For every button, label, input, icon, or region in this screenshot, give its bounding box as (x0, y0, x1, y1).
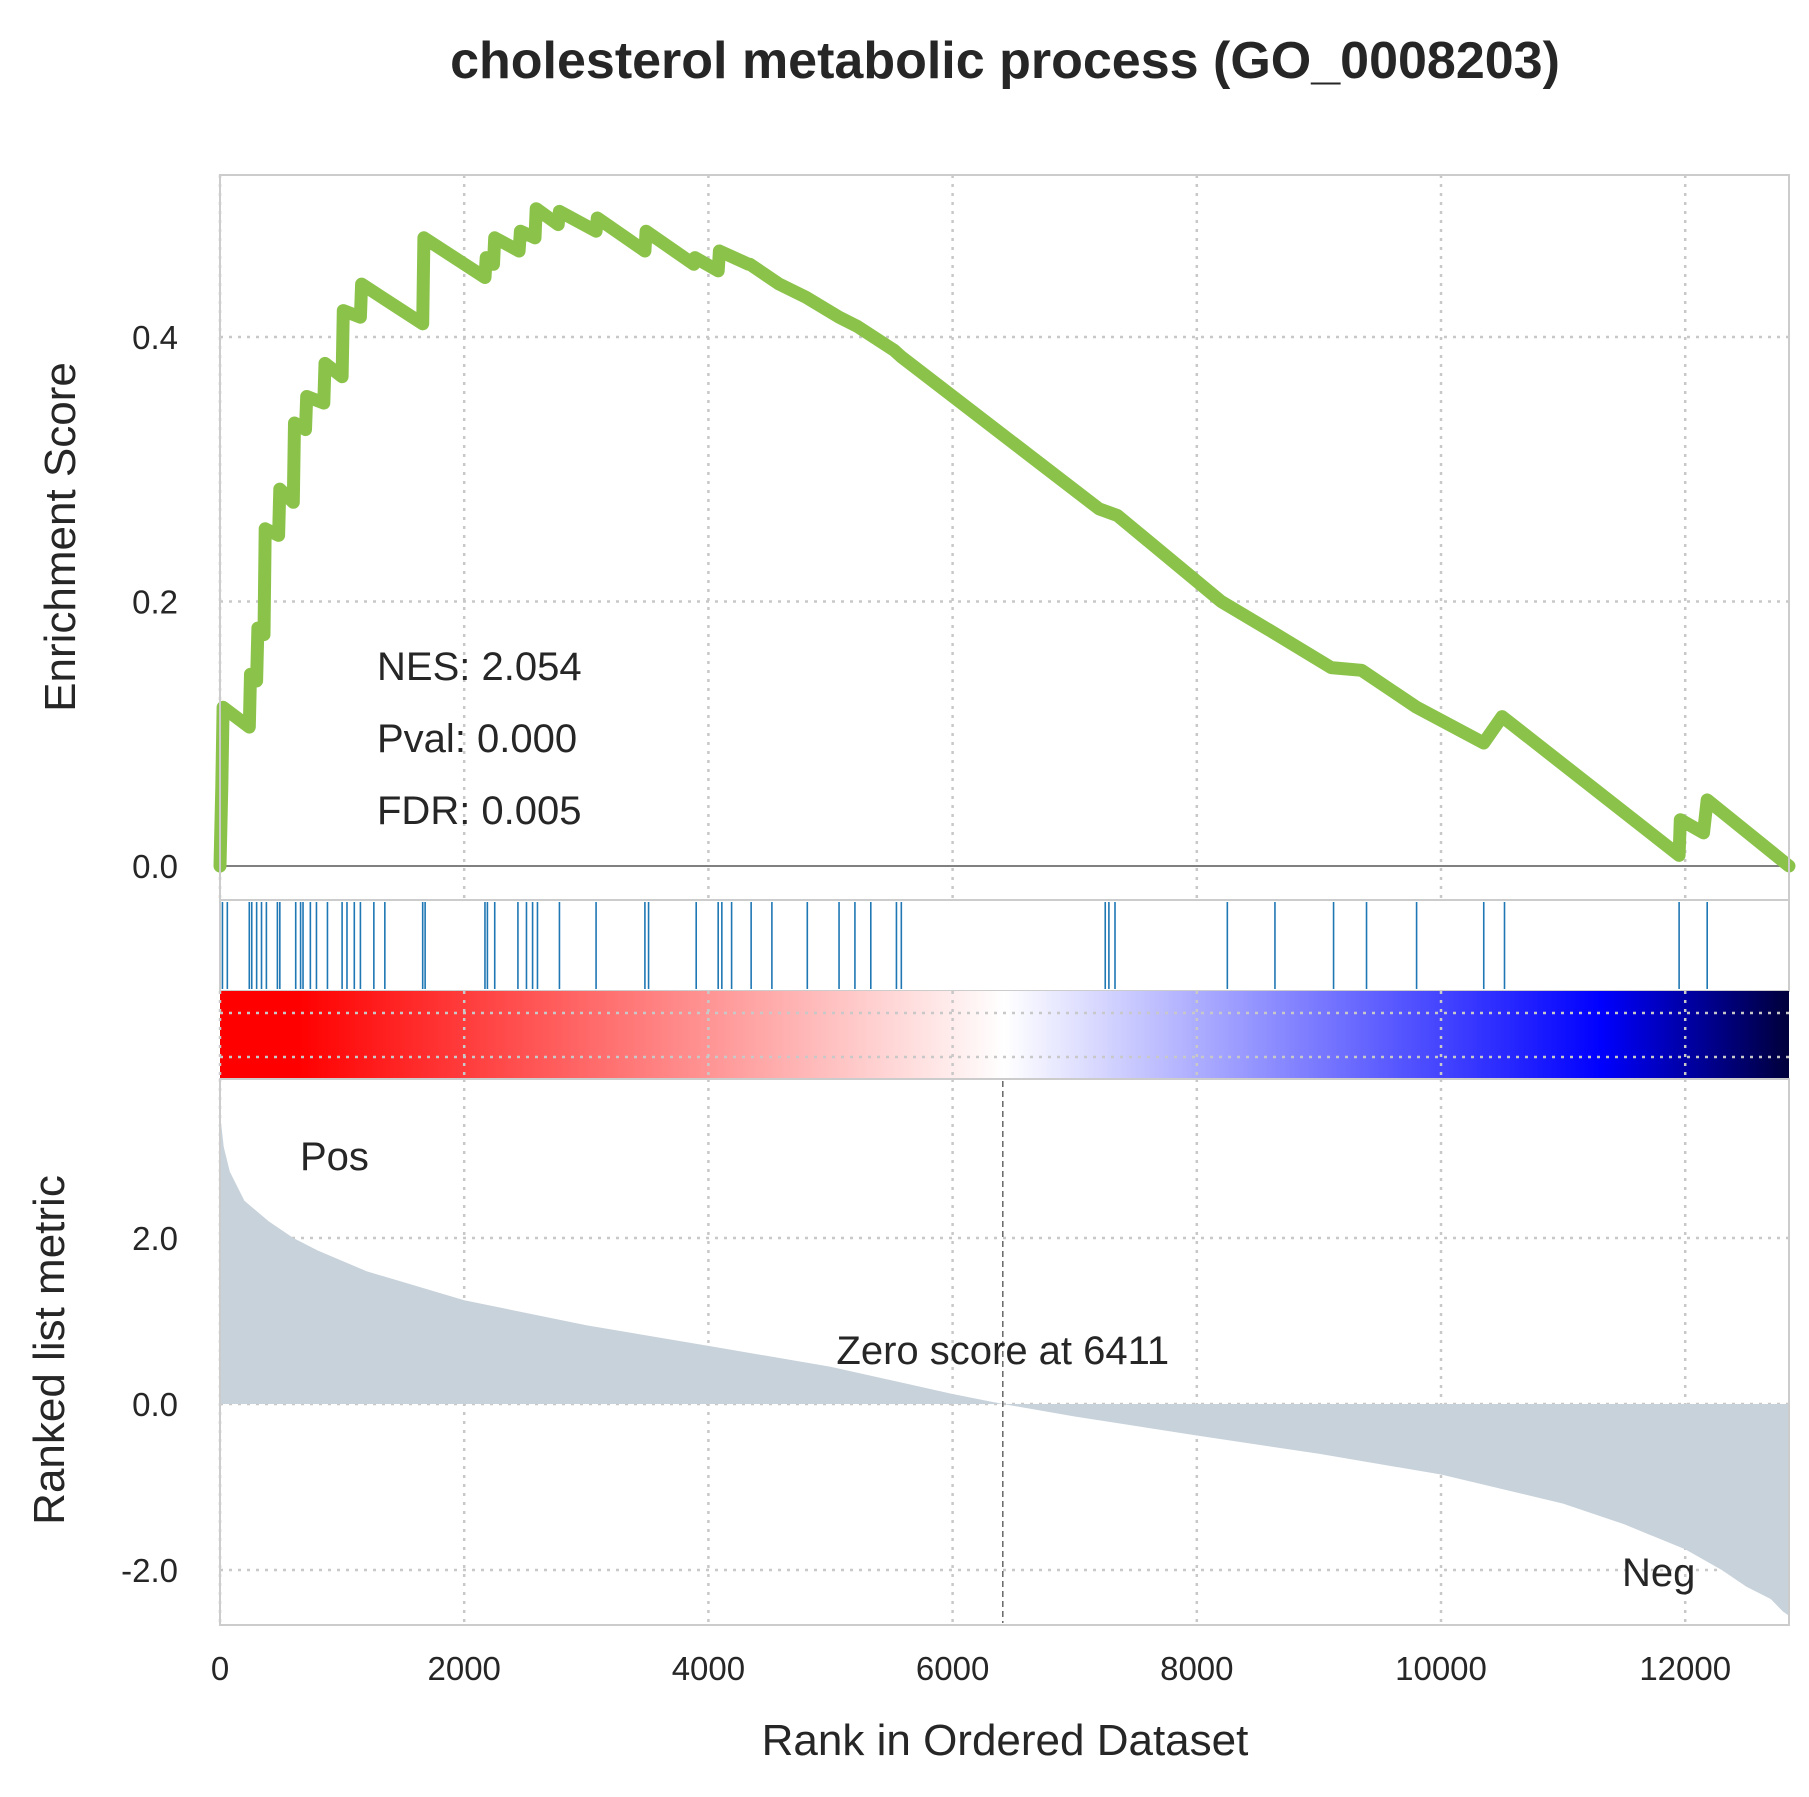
x-tick-label: 8000 (1160, 1650, 1233, 1687)
x-tick-label: 12000 (1639, 1650, 1731, 1687)
x-axis-ticks: 0 2000 4000 6000 8000 10000 12000 (211, 1650, 1731, 1687)
stat-fdr: FDR: 0.005 (377, 789, 582, 833)
enrichment-y-ticks: 0.0 0.2 0.4 (132, 319, 178, 885)
ranked-frame (219, 1078, 1790, 1626)
zero-score-text: Zero score at 6411 (836, 1329, 1169, 1373)
neg-label: Neg (1622, 1551, 1695, 1595)
gene-hit-marks (221, 902, 1708, 989)
ranked-metric-panel: -2.0 0.0 2.0 Ranked list metric Pos Neg Ze… (25, 1078, 1790, 1626)
enrichment-y-label: Enrichment Score (36, 362, 85, 712)
x-axis-label: Rank in Ordered Dataset (762, 1716, 1249, 1765)
x-tick-label: 10000 (1395, 1650, 1487, 1687)
x-tick-label: 6000 (916, 1650, 989, 1687)
rank-ytick-label: -2.0 (121, 1552, 178, 1589)
x-tick-label: 2000 (427, 1650, 500, 1687)
rank-heatmap-bar (220, 991, 1789, 1079)
rank-heatmap-panel (218, 991, 1789, 1079)
stat-nes: NES: 2.054 (377, 645, 582, 689)
rank-ytick-label: 2.0 (132, 1220, 178, 1257)
ranked-y-ticks: -2.0 0.0 2.0 (121, 1220, 178, 1589)
enrichment-grid (218, 175, 1789, 900)
x-tick-label: 0 (211, 1650, 229, 1687)
stat-pval: Pval: 0.000 (377, 717, 577, 761)
gene-hits-panel (219, 899, 1790, 992)
ranked-metric-area (220, 1113, 1789, 1616)
enrichment-score-panel: 0.0 0.2 0.4 Enrichment Score NES: 2.054 Pv… (36, 174, 1796, 901)
hits-frame (219, 899, 1790, 992)
rank-ytick-label: 0.0 (132, 1386, 178, 1423)
enrichment-score-line (213, 202, 1796, 873)
pos-label: Pos (300, 1135, 369, 1179)
x-tick-label: 4000 (672, 1650, 745, 1687)
es-ytick-label: 0.4 (132, 319, 178, 356)
es-ytick-label: 0.0 (132, 848, 178, 885)
ranked-y-label: Ranked list metric (25, 1175, 74, 1525)
chart-title: cholesterol metabolic process (GO_000820… (450, 32, 1560, 90)
heatmap-grid (218, 991, 1789, 1079)
es-ytick-label: 0.2 (132, 584, 178, 621)
